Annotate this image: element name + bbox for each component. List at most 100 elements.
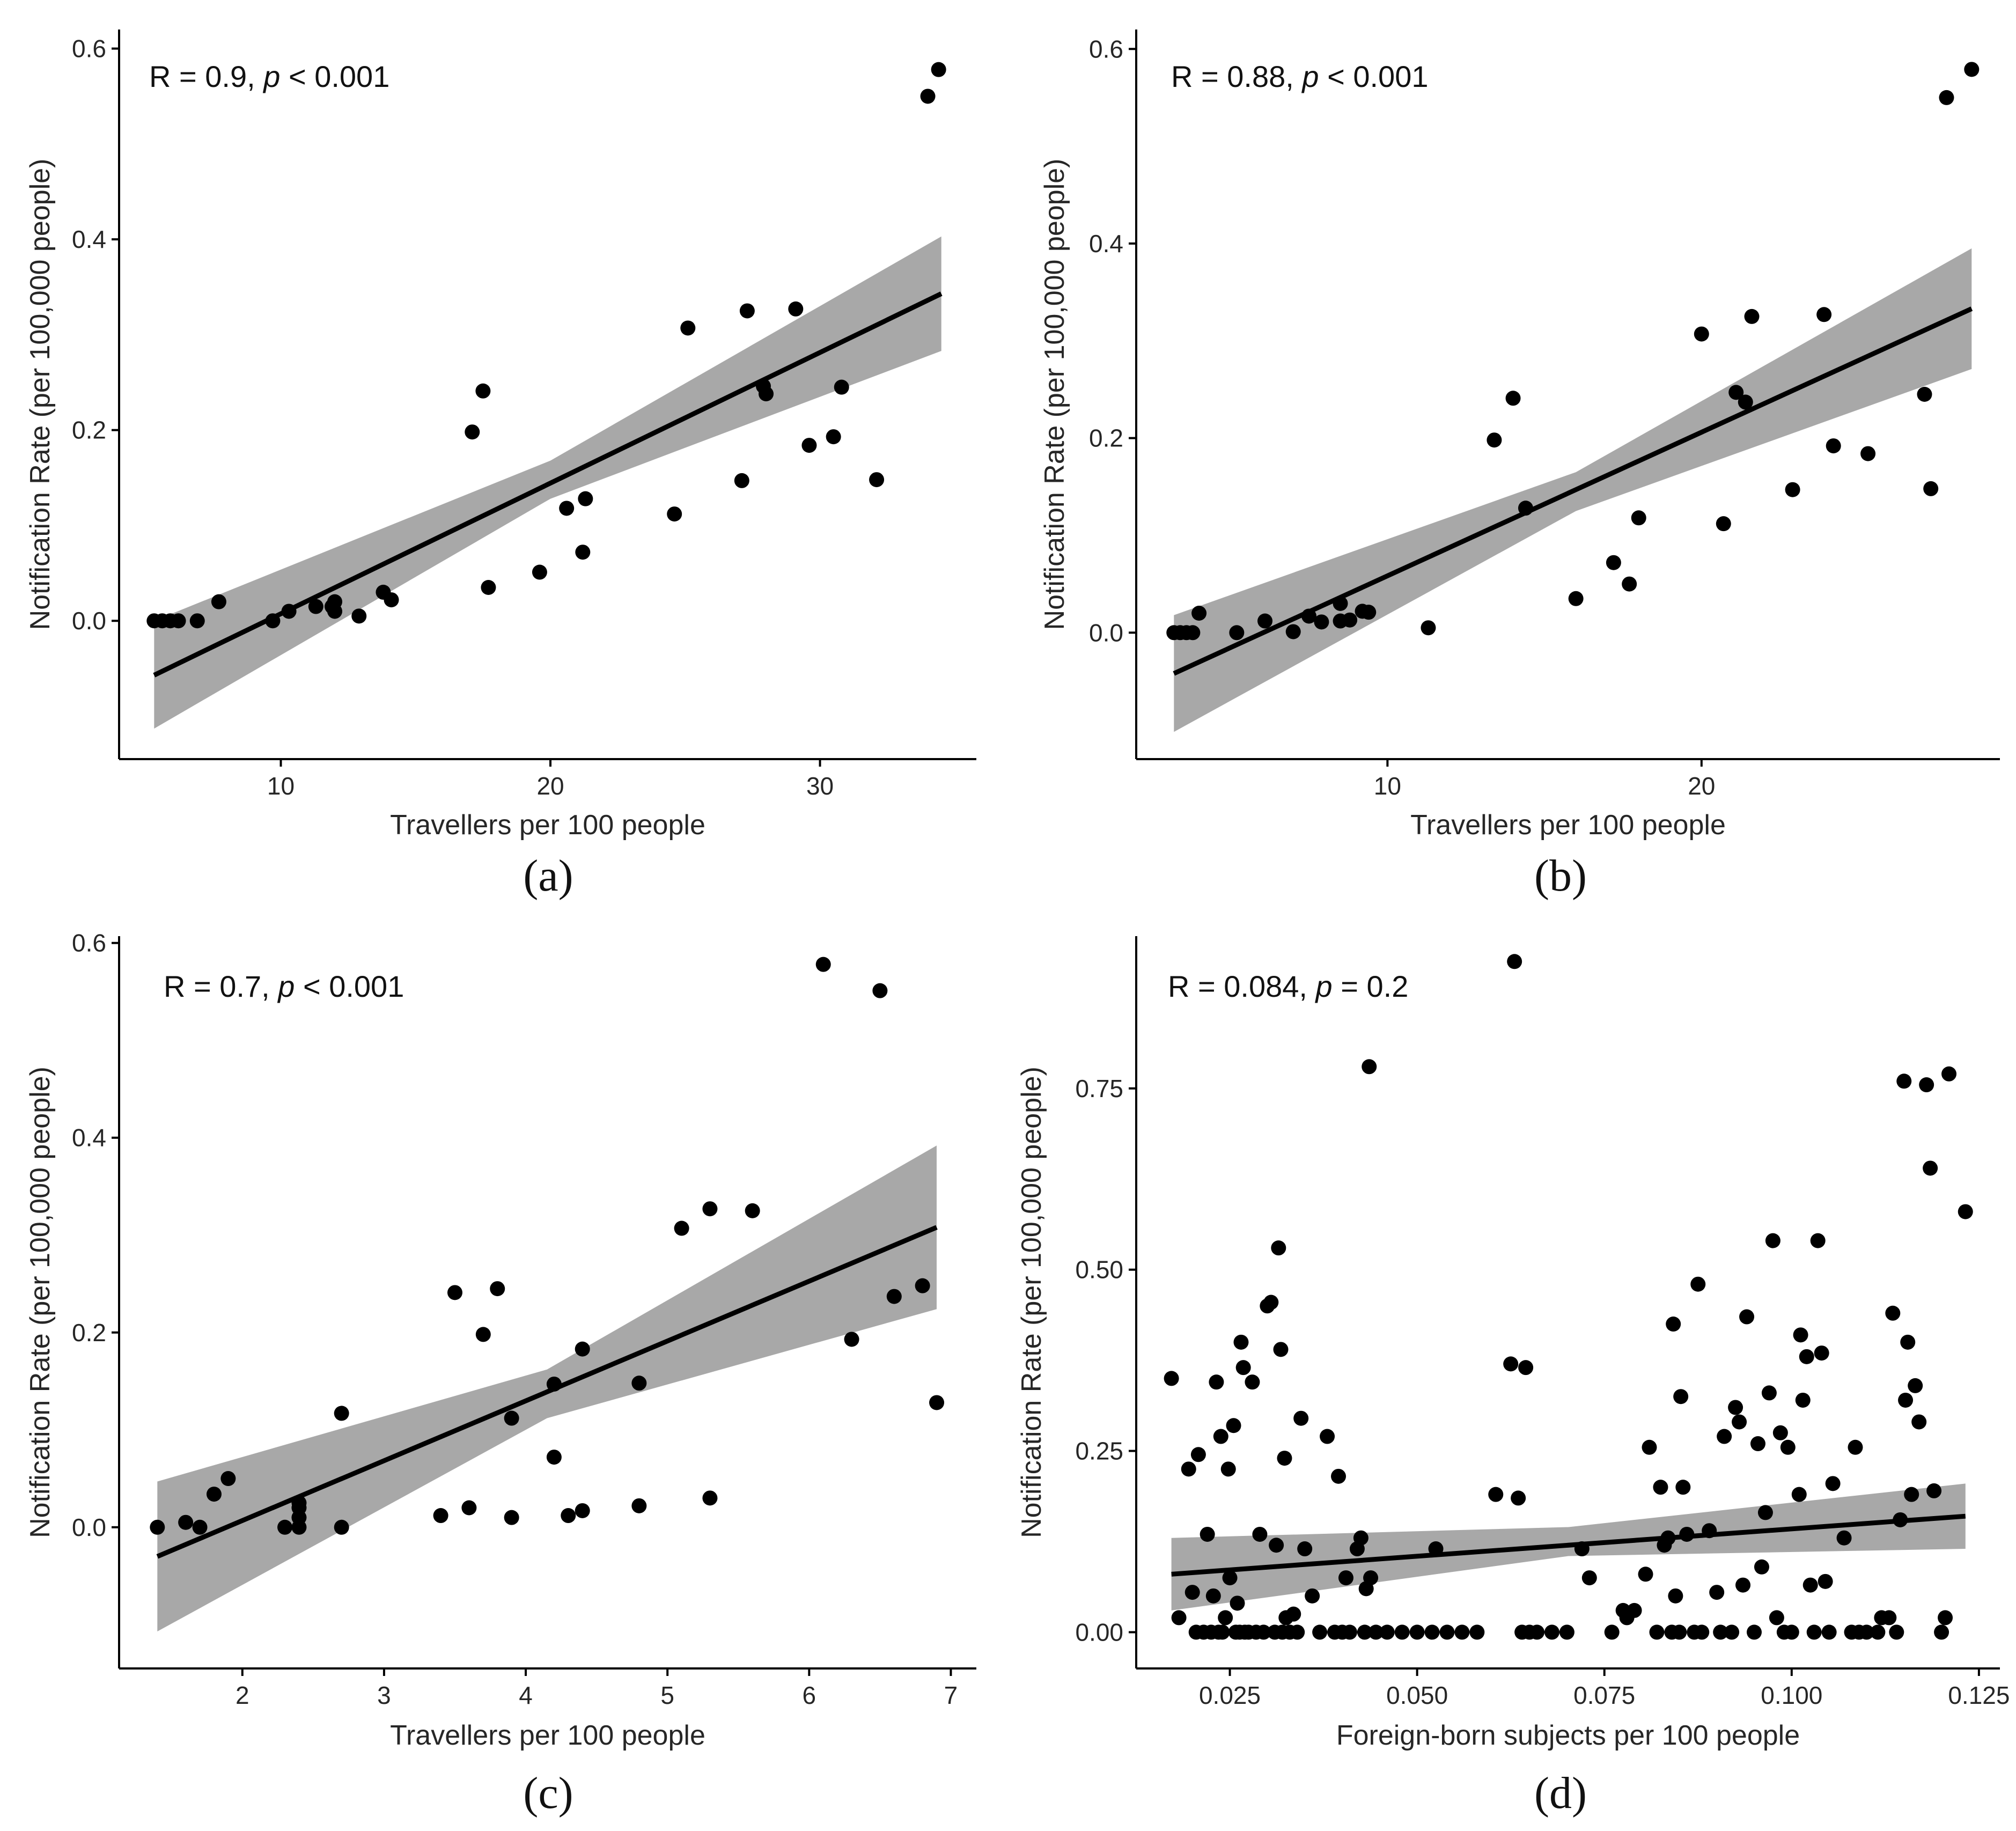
data-point: [265, 613, 281, 629]
data-point: [1320, 1429, 1335, 1444]
data-point: [220, 1471, 236, 1487]
correlation-annotation: R = 0.88, p < 0.001: [1171, 60, 1429, 93]
data-point: [1271, 1240, 1286, 1256]
data-point: [1673, 1389, 1689, 1404]
data-point: [1215, 1624, 1230, 1640]
data-point: [1780, 1439, 1796, 1455]
data-point: [1810, 1233, 1826, 1248]
y-axis-title: Notification Rate (per 100,000 people): [1039, 159, 1070, 630]
data-point: [1926, 1483, 1942, 1498]
data-point: [447, 1285, 462, 1300]
data-point: [559, 501, 575, 516]
correlation-r: R = 0.7,: [164, 969, 278, 1003]
data-point: [1574, 1541, 1590, 1557]
data-point: [1511, 1490, 1526, 1506]
data-point: [1694, 1624, 1710, 1640]
correlation-p-value: < 0.001: [1319, 60, 1429, 93]
data-point: [734, 473, 749, 488]
correlation-annotation: R = 0.7, p < 0.001: [164, 969, 404, 1003]
data-point: [504, 1410, 519, 1426]
data-point: [869, 472, 885, 488]
x-tick-label: 20: [536, 772, 564, 800]
x-tick-label: 0.025: [1199, 1681, 1261, 1709]
regression-line: [156, 1225, 938, 1559]
data-point: [1301, 608, 1316, 624]
y-tick-label: 0.2: [72, 416, 106, 444]
data-point: [1923, 1160, 1938, 1176]
data-point: [1744, 308, 1760, 324]
data-point: [1487, 432, 1502, 448]
data-point: [1642, 1439, 1657, 1455]
data-point: [1229, 625, 1245, 641]
data-point: [1627, 1602, 1642, 1618]
correlation-p-value: < 0.001: [295, 969, 404, 1003]
data-point: [1904, 1487, 1919, 1502]
data-point: [1769, 1610, 1784, 1626]
data-point: [1911, 1414, 1927, 1430]
data-point: [384, 592, 399, 608]
data-point: [1765, 1233, 1780, 1248]
y-tick-label: 0.6: [1089, 35, 1123, 63]
data-point: [1896, 1073, 1912, 1089]
data-point: [1269, 1538, 1284, 1553]
data-point: [1814, 1345, 1829, 1361]
data-point: [1806, 1624, 1822, 1640]
data-point: [1338, 1570, 1353, 1586]
data-point: [1314, 614, 1329, 630]
data-point: [1728, 1400, 1743, 1415]
y-tick-label: 0.6: [72, 929, 106, 957]
y-tick-label: 0.2: [1089, 424, 1123, 452]
data-point: [1690, 1276, 1706, 1292]
data-point: [1898, 1392, 1914, 1408]
y-tick-label: 0.50: [1075, 1256, 1123, 1284]
correlation-p-symbol: p: [277, 969, 295, 1003]
data-point: [834, 379, 849, 395]
data-point: [1205, 1588, 1221, 1604]
data-point: [1363, 1570, 1379, 1586]
panel-c: 0.0 0.2 0.4 0.6 2 3 4 5 6 7 Travellers per 100 peo…: [25, 929, 976, 1818]
data-point: [1717, 1429, 1732, 1444]
data-point: [1454, 1624, 1470, 1640]
data-point: [1518, 1360, 1534, 1376]
data-point: [1795, 1392, 1811, 1408]
x-tick-label: 2: [236, 1681, 249, 1709]
data-point: [561, 1508, 576, 1524]
data-point: [759, 386, 774, 402]
y-tick-label: 0.75: [1075, 1075, 1123, 1102]
x-tick-label: 10: [1374, 772, 1401, 800]
data-point: [886, 1289, 902, 1304]
data-point: [1785, 482, 1800, 497]
data-point: [308, 599, 323, 614]
data-point: [1761, 1385, 1777, 1401]
y-axis-title: Notification Rate (per 100,000 people): [25, 159, 56, 630]
y-tick-label: 0.0: [72, 607, 106, 635]
data-point: [475, 1327, 491, 1342]
data-point: [1529, 1624, 1545, 1640]
data-point: [1213, 1429, 1228, 1444]
data-point: [1826, 438, 1841, 454]
confidence-band: [157, 1145, 937, 1631]
data-point: [189, 613, 205, 629]
data-point: [546, 1450, 562, 1465]
data-point: [702, 1201, 718, 1217]
data-point: [1732, 1414, 1747, 1430]
data-point: [1893, 1512, 1908, 1527]
data-point: [1821, 1624, 1837, 1640]
data-point: [281, 604, 297, 619]
data-point: [1860, 446, 1876, 461]
x-tick-label: 5: [660, 1681, 674, 1709]
correlation-r: R = 0.9,: [149, 60, 263, 93]
y-tick-label: 0.4: [72, 225, 106, 253]
data-point: [575, 1341, 590, 1357]
data-point: [1409, 1624, 1425, 1640]
data-point: [1739, 1309, 1755, 1325]
data-point: [1917, 387, 1932, 402]
correlation-annotation: R = 0.084, p = 0.2: [1168, 969, 1408, 1003]
data-point: [1754, 1559, 1769, 1575]
data-point: [1277, 1451, 1292, 1466]
data-point: [1379, 1624, 1395, 1640]
data-point: [1488, 1487, 1504, 1502]
data-point: [1757, 1505, 1773, 1520]
data-point: [1724, 1624, 1740, 1640]
